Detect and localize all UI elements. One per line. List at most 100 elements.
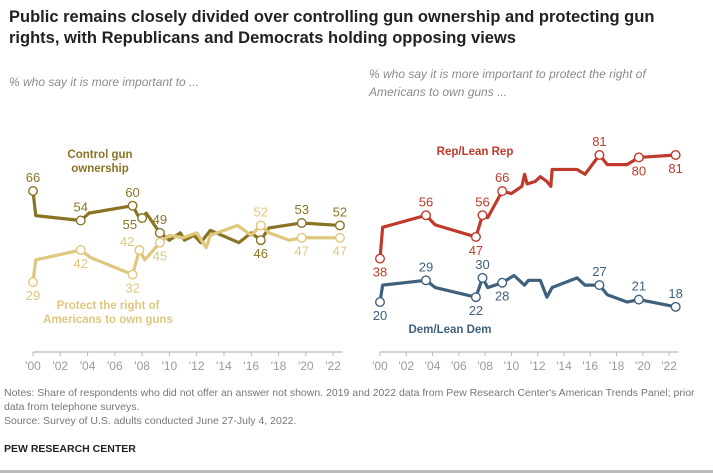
x-tick-label: '00 — [25, 359, 41, 373]
data-point-marker — [375, 297, 386, 308]
data-label: 28 — [495, 289, 509, 304]
data-point-marker — [296, 217, 307, 228]
x-tick-label: '02 — [398, 359, 414, 373]
notes: Notes: Share of respondents who did not … — [4, 386, 704, 428]
data-label: 56 — [419, 194, 433, 209]
data-point-marker — [477, 210, 488, 221]
data-point-marker — [75, 245, 86, 256]
x-tick-label: '22 — [325, 359, 341, 373]
data-point-marker — [255, 235, 266, 246]
data-point-marker — [497, 186, 508, 197]
data-point-marker — [633, 294, 644, 305]
data-point-marker — [28, 185, 39, 196]
x-tick-label: '18 — [271, 359, 287, 373]
data-label: 60 — [125, 185, 139, 200]
x-tick-label: '16 — [582, 359, 598, 373]
left-subtitle: % who say it is more important to ... — [9, 75, 200, 89]
series-legend-label: Protect the right of Americans to own gun… — [43, 300, 173, 326]
data-label: 29 — [26, 288, 40, 303]
data-label: 27 — [592, 264, 606, 279]
line-charts: '00 '02 '04 '06 '08 '10 '12 '14 '16 '18 '20 '22 66 54… — [25, 134, 683, 373]
x-tick-label: '12 — [189, 359, 205, 373]
data-label: 47 — [333, 244, 347, 259]
x-tick-label: '06 — [107, 359, 123, 373]
series-legend-label: Rep/Lean Rep — [437, 146, 514, 158]
data-point-marker — [375, 253, 386, 264]
data-point-marker — [134, 245, 145, 256]
x-tick-label: '08 — [477, 359, 493, 373]
data-point-marker — [334, 220, 345, 231]
x-tick-label: '18 — [609, 359, 625, 373]
data-label: 55 — [123, 217, 137, 232]
data-label: 80 — [632, 163, 646, 178]
data-label: 47 — [294, 244, 308, 259]
data-point-marker — [670, 301, 681, 312]
x-tick-label: '02 — [52, 359, 68, 373]
data-point-marker — [594, 149, 605, 160]
data-label: 66 — [26, 170, 40, 185]
data-point-marker — [594, 280, 605, 291]
data-point-marker — [154, 227, 165, 238]
x-tick-label: '16 — [243, 359, 259, 373]
data-label: 42 — [120, 234, 134, 249]
series-line-protect-the-right-of-americans-to-own-guns — [31, 223, 340, 283]
data-point-marker — [296, 232, 307, 243]
x-tick-label: '06 — [451, 359, 467, 373]
data-label: 21 — [632, 279, 646, 294]
data-point-marker — [154, 237, 165, 248]
x-tick-label: '20 — [298, 359, 314, 373]
data-point-marker — [28, 277, 39, 288]
x-tick-label: '12 — [530, 359, 546, 373]
data-label: 49 — [153, 212, 167, 227]
data-point-marker — [670, 149, 681, 160]
data-label: 30 — [475, 257, 489, 272]
data-point-marker — [477, 272, 488, 283]
data-label: 18 — [668, 286, 682, 301]
data-label: 20 — [373, 308, 387, 323]
data-point-marker — [470, 231, 481, 242]
data-point-marker — [127, 200, 138, 211]
x-tick-label: '10 — [162, 359, 178, 373]
data-label: 53 — [294, 202, 308, 217]
right-subtitle: % who say it is more important to protec… — [369, 67, 646, 99]
data-label: 66 — [495, 170, 509, 185]
bottom-rule — [0, 470, 713, 473]
data-point-marker — [137, 213, 148, 224]
data-point-marker — [75, 215, 86, 226]
x-tick-label: '22 — [661, 359, 677, 373]
data-label: 52 — [333, 204, 347, 219]
data-label: 29 — [419, 259, 433, 274]
data-point-marker — [633, 152, 644, 163]
x-tick-label: '20 — [635, 359, 651, 373]
data-label: 81 — [668, 161, 682, 176]
x-tick-label: '14 — [556, 359, 572, 373]
chart-title: Public remains closely divided over cont… — [9, 8, 655, 47]
x-tick-label: '10 — [504, 359, 520, 373]
pew-brand: PEW RESEARCH CENTER — [4, 443, 136, 455]
x-tick-label: '00 — [372, 359, 388, 373]
data-point-marker — [420, 210, 431, 221]
data-point-marker — [470, 292, 481, 303]
data-point-marker — [420, 275, 431, 286]
source-text: Source: Survey of U.S. adults conducted … — [4, 415, 297, 427]
data-label: 46 — [254, 246, 268, 261]
x-tick-label: '14 — [216, 359, 232, 373]
series-legend-label: Control gun ownership — [67, 149, 132, 175]
data-label: 38 — [373, 265, 387, 280]
data-point-marker — [334, 232, 345, 243]
x-tick-label: '04 — [425, 359, 441, 373]
x-tick-label: '04 — [80, 359, 96, 373]
series-line-dem-lean-dem — [378, 273, 676, 309]
notes-text: Notes: Share of respondents who did not … — [4, 387, 695, 413]
data-label: 56 — [475, 194, 489, 209]
x-tick-label: '08 — [134, 359, 150, 373]
data-label: 81 — [592, 134, 606, 149]
series-legend-label: Dem/Lean Dem — [408, 324, 491, 336]
data-label: 22 — [469, 303, 483, 318]
data-label: 45 — [153, 249, 167, 264]
data-label: 32 — [125, 281, 139, 296]
data-label: 42 — [74, 256, 88, 271]
data-point-marker — [255, 220, 266, 231]
data-label: 52 — [254, 204, 268, 219]
